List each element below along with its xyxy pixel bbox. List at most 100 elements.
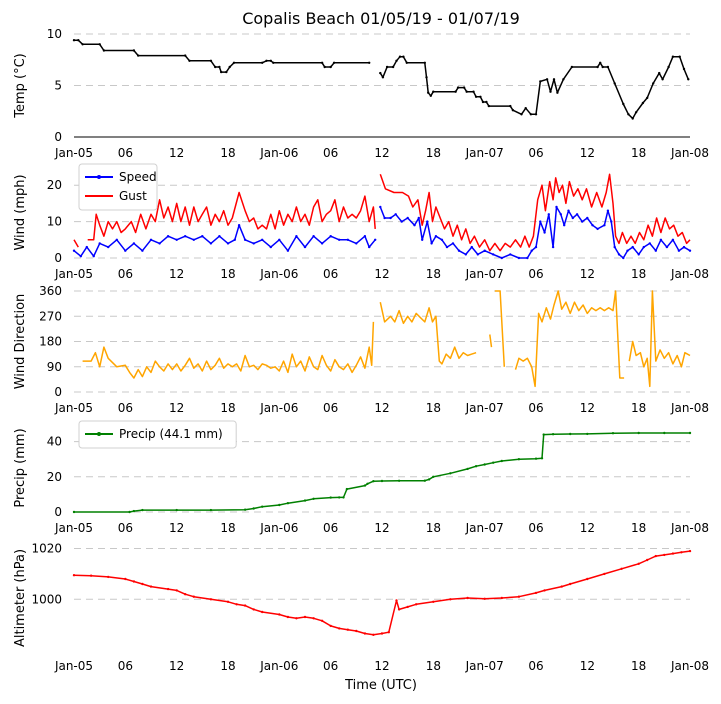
data-point <box>549 90 552 93</box>
data-point <box>456 86 460 89</box>
data-point <box>466 596 469 600</box>
x-tick-label: Jan-07 <box>465 659 504 673</box>
data-point <box>141 249 144 252</box>
x-tick-label: 12 <box>374 659 389 673</box>
y-tick-label: 0 <box>54 251 62 265</box>
data-point <box>141 582 144 586</box>
data-point <box>440 238 444 241</box>
data-point <box>617 253 621 256</box>
data-point <box>417 216 420 220</box>
data-point <box>665 245 669 249</box>
data-point <box>115 238 119 241</box>
panel-alt: 1000 1020 Jan-05 06 12 18 Jan-06 06 12 18 Jan-07 06… <box>13 542 709 673</box>
data-point <box>520 113 523 116</box>
data-point <box>132 509 136 513</box>
x-tick-label: Jan-08 <box>670 146 709 160</box>
data-point <box>545 78 549 81</box>
data-point <box>107 575 110 579</box>
data-point <box>225 70 228 74</box>
series-line <box>73 206 691 259</box>
data-point <box>252 608 255 611</box>
data-point <box>201 235 204 238</box>
data-point <box>479 95 482 99</box>
data-point <box>132 49 136 52</box>
data-point <box>671 55 675 58</box>
data-point <box>338 496 341 499</box>
data-point <box>363 235 367 238</box>
y-tick-label: 20 <box>47 470 62 484</box>
data-point <box>252 507 255 510</box>
data-point <box>184 235 187 238</box>
data-point <box>228 65 231 69</box>
data-point <box>218 65 221 69</box>
data-point <box>166 587 170 591</box>
data-point <box>363 484 367 487</box>
x-tick-label: 06 <box>118 659 133 673</box>
data-point <box>658 71 661 75</box>
data-point <box>539 80 542 83</box>
data-point <box>233 238 236 241</box>
x-tick-label: 06 <box>323 659 338 673</box>
x-tick-label: 18 <box>426 146 441 160</box>
x-tick-label: 12 <box>374 146 389 160</box>
x-tick-label: 06 <box>528 146 543 160</box>
x-tick-label: 18 <box>631 401 646 415</box>
data-point <box>483 249 486 252</box>
data-point <box>368 61 371 64</box>
data-point <box>158 242 161 245</box>
data-point <box>406 605 409 609</box>
data-point <box>481 100 485 104</box>
data-point <box>72 249 76 252</box>
data-point <box>394 213 397 216</box>
data-point <box>534 591 538 595</box>
data-point <box>286 249 290 252</box>
data-point <box>385 65 389 69</box>
x-tick-label: 12 <box>374 521 389 535</box>
x-tick-label: 12 <box>169 401 184 415</box>
data-point <box>338 627 341 630</box>
data-point <box>209 59 213 62</box>
data-point <box>346 238 349 241</box>
data-point <box>646 96 649 100</box>
y-tick-label: 10 <box>47 27 62 41</box>
data-point <box>235 603 238 606</box>
data-point <box>374 238 377 241</box>
data-point <box>509 104 512 108</box>
data-point <box>671 552 675 555</box>
x-tick-label: 12 <box>169 146 184 160</box>
x-tick-label: 06 <box>118 267 133 281</box>
data-point <box>286 502 290 505</box>
y-axis-label: Wind Direction <box>13 294 28 390</box>
x-tick-label: 18 <box>426 401 441 415</box>
data-point <box>184 54 187 57</box>
data-point <box>329 624 332 628</box>
x-tick-label: 12 <box>169 659 184 673</box>
x-tick-label: Jan-07 <box>465 401 504 415</box>
data-point <box>476 253 479 256</box>
data-point <box>272 61 275 64</box>
data-point <box>312 497 315 500</box>
legend: Speed Gust <box>78 163 158 211</box>
data-point <box>432 600 435 603</box>
data-point <box>107 245 110 249</box>
data-point <box>397 479 401 482</box>
x-tick-label: 12 <box>169 521 184 535</box>
data-point <box>613 245 616 249</box>
x-tick-label: Jan-06 <box>259 146 298 160</box>
y-tick-label: 1000 <box>31 592 62 606</box>
data-point <box>654 554 657 558</box>
data-point <box>261 505 264 508</box>
series-speed <box>72 205 692 260</box>
data-point <box>613 82 616 85</box>
data-point <box>380 479 384 483</box>
x-tick-label: Jan-05 <box>54 659 93 673</box>
data-point <box>400 220 403 223</box>
data-point <box>596 65 599 69</box>
data-point <box>432 90 435 93</box>
data-point <box>543 231 546 234</box>
y-tick-label: 40 <box>47 435 62 449</box>
data-point <box>379 71 382 75</box>
data-point <box>517 595 521 598</box>
data-point <box>445 245 449 249</box>
data-point <box>646 558 649 562</box>
